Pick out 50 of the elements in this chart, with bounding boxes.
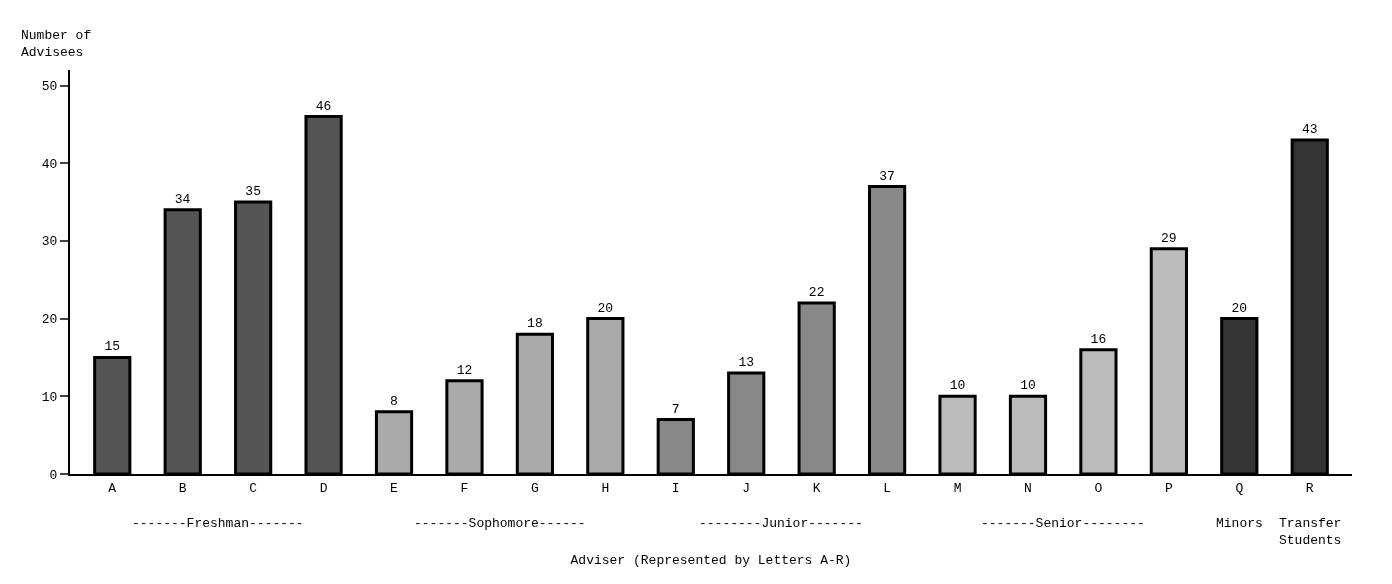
x-tick-label: F xyxy=(460,480,469,496)
data-label: 7 xyxy=(671,401,680,417)
data-label: 35 xyxy=(245,184,261,200)
data-label: 34 xyxy=(174,191,191,207)
y-tick-label: 30 xyxy=(41,234,58,250)
x-tick-label: Q xyxy=(1235,480,1244,496)
x-axis-title: Adviser (Represented by Letters A-R) xyxy=(570,552,852,568)
data-label: 12 xyxy=(456,362,473,378)
data-label: 13 xyxy=(738,355,755,370)
text: -------Sophomore------ xyxy=(414,516,586,531)
y-tick-label: 50 xyxy=(41,79,58,95)
x-tick-label: H xyxy=(601,480,610,496)
x-tick-label: R xyxy=(1305,480,1314,496)
data-label: 20 xyxy=(597,300,614,316)
data-label: 10 xyxy=(1020,378,1036,394)
x-tick-label: O xyxy=(1094,480,1103,496)
data-label: 16 xyxy=(1090,331,1107,347)
x-tick-label: K xyxy=(812,480,821,496)
data-label: 29 xyxy=(1161,230,1177,246)
x-tick-label: N xyxy=(1024,480,1032,496)
text: --------Junior------- xyxy=(699,516,863,531)
data-label: 8 xyxy=(390,393,398,409)
x-tick-label: C xyxy=(249,480,258,496)
x-tick-label: D xyxy=(319,480,328,496)
x-tick-label: M xyxy=(953,480,962,496)
data-label: 18 xyxy=(527,316,543,332)
data-label: 37 xyxy=(879,168,895,184)
x-tick-label: E xyxy=(390,480,399,496)
y-tick-label: 0 xyxy=(49,467,58,483)
x-tick-label: J xyxy=(742,480,751,496)
text: -------Senior-------- xyxy=(981,516,1145,531)
text: Transfer Students xyxy=(1279,516,1342,548)
y-axis-title: Number of Advisees xyxy=(21,28,92,60)
y-tick-label: 20 xyxy=(41,312,58,328)
data-label: 20 xyxy=(1231,300,1248,316)
data-label: 43 xyxy=(1301,121,1318,137)
data-label: 15 xyxy=(104,339,121,355)
x-tick-label: L xyxy=(883,480,892,496)
x-tick-label: G xyxy=(530,480,539,496)
data-label: 22 xyxy=(808,285,825,301)
y-tick-label: 10 xyxy=(41,389,58,405)
data-label: 46 xyxy=(315,98,332,114)
text: Minors xyxy=(1216,516,1263,531)
x-tick-label: I xyxy=(671,480,680,496)
y-tick-label: 40 xyxy=(41,156,58,172)
data-label: 10 xyxy=(949,378,966,394)
text: -------Freshman------- xyxy=(132,516,304,531)
x-tick-label: A xyxy=(108,480,117,496)
x-tick-label: B xyxy=(178,480,187,496)
x-tick-label: P xyxy=(1164,480,1173,496)
